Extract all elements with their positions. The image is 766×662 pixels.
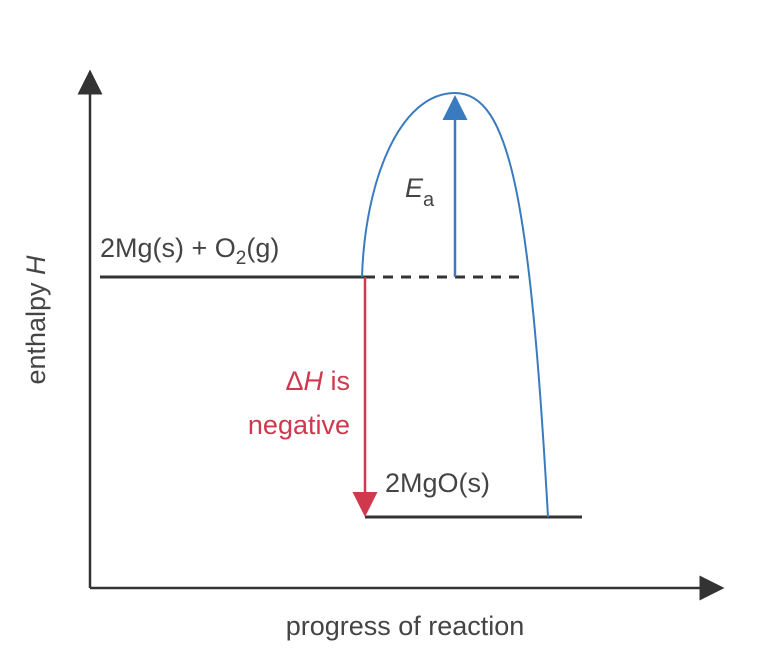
activation-energy-label: Ea <box>405 173 435 211</box>
reactants-subscript: 2 <box>236 248 247 269</box>
delta-rest: is <box>323 366 350 396</box>
y-label-variable: H <box>21 255 51 275</box>
ea-subscript: a <box>423 189 435 211</box>
reactants-state: (g) <box>246 233 279 263</box>
delta-symbol: Δ <box>285 366 303 396</box>
y-axis-label: enthalpy H <box>21 255 51 385</box>
reactants-text: 2Mg(s) + O <box>100 233 236 263</box>
enthalpy-change-line2: negative <box>248 410 350 440</box>
ea-symbol: E <box>405 173 424 203</box>
products-label: 2MgO(s) <box>385 468 490 498</box>
reactants-label: 2Mg(s) + O2(g) <box>100 233 279 269</box>
delta-variable: H <box>304 366 324 396</box>
y-label-text: enthalpy <box>21 275 51 385</box>
reaction-curve <box>361 91 549 518</box>
x-axis-label: progress of reaction <box>286 611 525 641</box>
enthalpy-change-label: ΔH is <box>285 366 350 396</box>
